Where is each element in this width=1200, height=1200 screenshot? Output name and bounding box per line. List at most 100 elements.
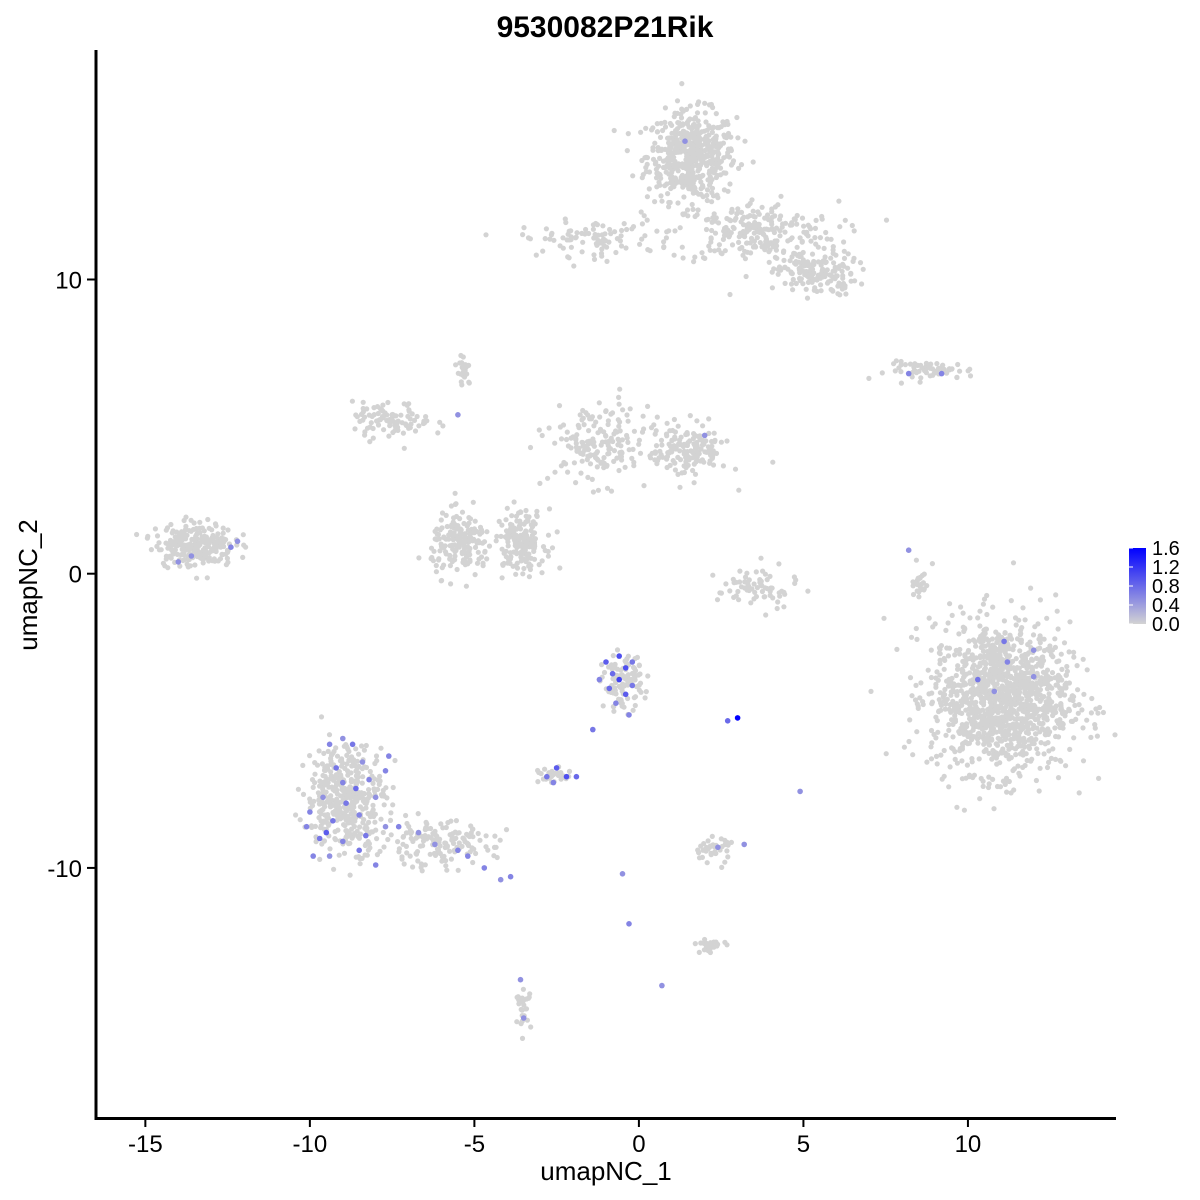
expressed-cell-point xyxy=(395,823,402,830)
cell-point xyxy=(396,849,402,855)
cell-point xyxy=(671,114,677,120)
cell-point xyxy=(999,750,1005,756)
cell-point xyxy=(997,760,1003,766)
cell-point xyxy=(824,267,830,273)
cell-point xyxy=(725,854,731,860)
cell-point xyxy=(727,217,733,223)
cell-point xyxy=(757,240,763,246)
cell-point xyxy=(594,464,600,470)
cell-point xyxy=(1075,710,1081,716)
cell-point xyxy=(982,711,989,717)
cell-point xyxy=(913,557,920,563)
cell-point xyxy=(293,812,299,818)
cell-point xyxy=(979,718,985,724)
expressed-cell-point xyxy=(938,370,945,377)
cell-point xyxy=(1059,666,1065,673)
cell-point xyxy=(313,839,319,845)
cell-point xyxy=(456,840,462,846)
cell-point xyxy=(941,747,947,754)
cell-point xyxy=(1084,667,1090,673)
cell-point xyxy=(918,680,924,686)
cell-point xyxy=(906,738,912,745)
cell-point xyxy=(491,844,498,851)
cell-point xyxy=(1096,775,1102,782)
cell-point xyxy=(590,222,597,228)
cell-point xyxy=(675,471,681,477)
cell-point xyxy=(1015,763,1021,769)
cell-point xyxy=(928,744,934,750)
cell-point xyxy=(808,226,814,232)
cell-point xyxy=(775,599,781,605)
cell-point xyxy=(182,547,188,553)
cell-point xyxy=(419,834,425,840)
cell-point xyxy=(438,517,444,523)
expressed-cell-point xyxy=(741,841,747,848)
cell-point xyxy=(1076,702,1082,708)
cell-point xyxy=(454,566,460,573)
cell-point xyxy=(774,605,780,612)
cell-point xyxy=(602,231,608,237)
cell-point xyxy=(724,848,730,854)
cell-point xyxy=(664,464,670,471)
cell-point xyxy=(481,539,488,545)
cell-point xyxy=(540,248,546,254)
cell-point xyxy=(403,422,409,428)
cell-point xyxy=(894,646,900,653)
cell-point xyxy=(1026,675,1032,681)
cell-point xyxy=(330,777,337,783)
cell-point xyxy=(1028,585,1034,591)
cell-point xyxy=(659,198,665,204)
cell-point xyxy=(758,555,764,561)
cell-point xyxy=(913,625,919,632)
cell-point xyxy=(1053,682,1059,688)
cell-point xyxy=(757,579,763,586)
cell-point xyxy=(821,245,827,251)
cell-point xyxy=(1046,683,1052,689)
cell-point xyxy=(455,370,461,376)
cell-point xyxy=(617,419,623,425)
cell-point xyxy=(443,858,449,864)
cell-point xyxy=(573,234,579,240)
cell-point xyxy=(1081,691,1087,697)
expressed-cell-point xyxy=(323,829,330,836)
cell-point xyxy=(624,435,630,441)
cell-point xyxy=(967,730,973,736)
cell-point xyxy=(1013,752,1019,758)
cell-point xyxy=(580,415,586,421)
expressed-cell-point xyxy=(330,818,336,824)
cell-point xyxy=(1003,718,1009,724)
expressed-cell-point xyxy=(616,676,622,683)
cell-point xyxy=(1020,752,1026,758)
cell-point xyxy=(576,425,582,431)
cell-point xyxy=(404,820,410,827)
cell-point xyxy=(718,439,725,445)
cell-point xyxy=(953,647,959,654)
cell-point xyxy=(566,768,573,775)
cell-point xyxy=(523,507,529,514)
cell-point xyxy=(1064,663,1070,670)
cell-point xyxy=(712,218,718,224)
cell-point xyxy=(511,499,517,505)
cell-point xyxy=(528,563,534,569)
cell-point xyxy=(342,823,348,829)
cell-point xyxy=(367,845,373,851)
cell-point xyxy=(349,835,355,841)
cell-point xyxy=(442,549,449,555)
cell-point xyxy=(1022,762,1028,769)
cell-point xyxy=(916,594,922,600)
cell-point xyxy=(672,434,678,440)
cell-point xyxy=(484,529,490,535)
cell-point xyxy=(1018,631,1024,637)
cell-point xyxy=(1042,741,1048,747)
cell-point xyxy=(849,222,855,229)
cell-point xyxy=(1042,713,1048,719)
cell-point xyxy=(679,178,685,184)
cell-point xyxy=(1010,723,1016,729)
cell-point xyxy=(928,756,935,762)
cell-point xyxy=(812,225,819,231)
cell-point xyxy=(353,412,359,418)
cell-point xyxy=(744,228,750,234)
cell-point xyxy=(642,695,648,701)
cell-point xyxy=(440,825,446,831)
cell-point xyxy=(574,230,580,236)
